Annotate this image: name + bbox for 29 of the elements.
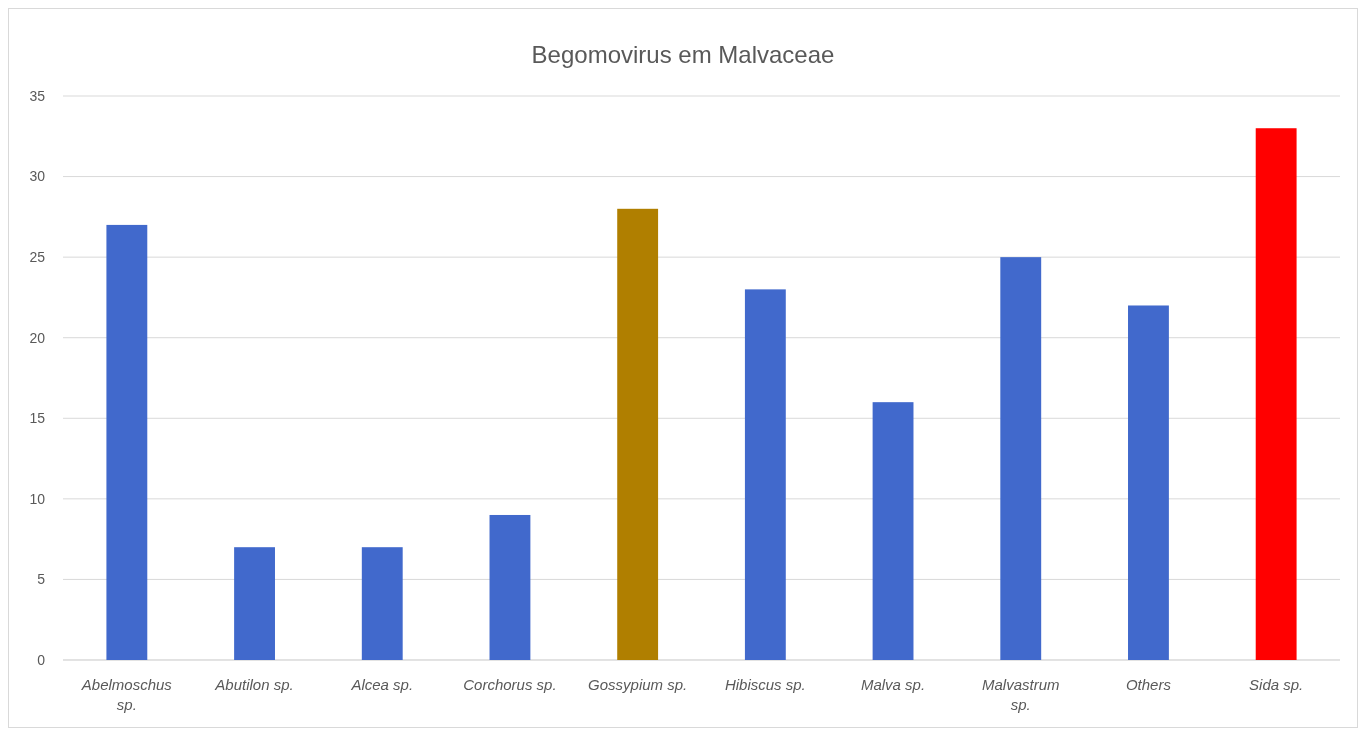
y-tick-label: 30 bbox=[29, 168, 46, 185]
x-tick-label: Sida sp. bbox=[1249, 676, 1304, 693]
x-tick-label: Hibiscus sp. bbox=[724, 676, 806, 693]
bar bbox=[1000, 257, 1042, 660]
x-tick-label: Others bbox=[1125, 676, 1172, 693]
bar bbox=[489, 514, 531, 660]
x-tick-label: Gossypium sp. bbox=[588, 676, 688, 693]
y-tick-label: 0 bbox=[37, 651, 46, 668]
bar bbox=[744, 289, 786, 660]
x-tick-label: Malva sp. bbox=[860, 676, 926, 693]
bar bbox=[106, 224, 148, 660]
y-tick-label: 10 bbox=[29, 490, 46, 507]
bar bbox=[1255, 128, 1297, 660]
bar bbox=[617, 208, 659, 660]
y-tick-label: 20 bbox=[29, 329, 46, 346]
x-tick-label: Corchorus sp. bbox=[463, 676, 557, 693]
x-tick-label: Malvastrum sp. bbox=[981, 676, 1060, 713]
x-tick-label: Abutilon sp. bbox=[214, 676, 294, 693]
x-tick-label: Abelmoschus sp. bbox=[80, 676, 173, 713]
chart-title: Begomovirus em Malvaceae bbox=[531, 41, 835, 68]
x-tick-label: Alcea sp. bbox=[350, 676, 414, 693]
bar bbox=[234, 547, 275, 660]
bar bbox=[872, 402, 914, 660]
y-tick-label: 35 bbox=[29, 87, 46, 104]
bar bbox=[1128, 305, 1169, 660]
y-tick-label: 15 bbox=[29, 410, 46, 427]
bar bbox=[361, 547, 403, 660]
y-tick-label: 25 bbox=[29, 249, 46, 266]
y-tick-label: 5 bbox=[37, 571, 46, 588]
